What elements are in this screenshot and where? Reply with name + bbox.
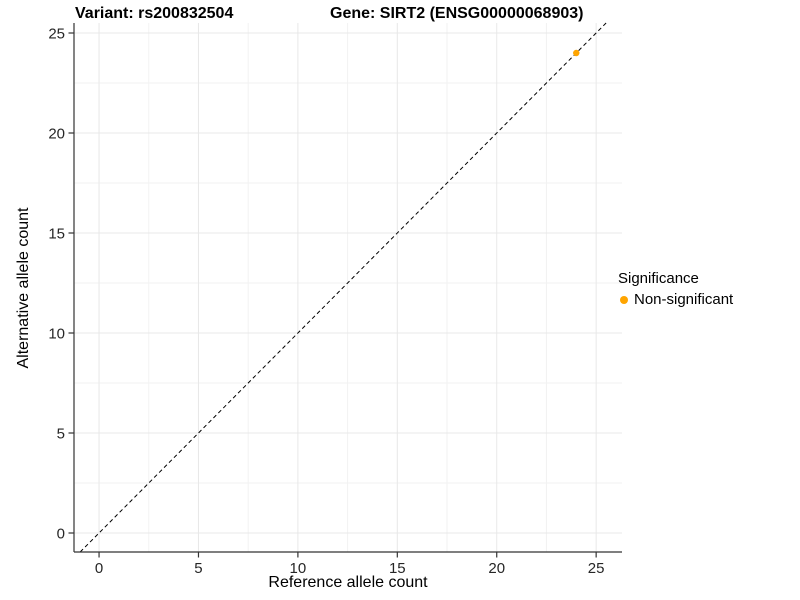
y-tick-label: 25 bbox=[48, 26, 65, 43]
x-axis-title: Reference allele count bbox=[268, 574, 428, 591]
legend-point-icon bbox=[620, 295, 628, 304]
x-tick-label: 25 bbox=[588, 560, 605, 577]
y-tick-label: 5 bbox=[57, 426, 65, 443]
identity-dashed-line bbox=[79, 22, 607, 553]
x-tick-label: 15 bbox=[389, 560, 406, 577]
x-tick-label: 0 bbox=[95, 560, 103, 577]
legend: Significance Non-significant bbox=[618, 269, 733, 309]
y-tick-label: 0 bbox=[57, 526, 65, 543]
legend-title: Significance bbox=[618, 270, 699, 287]
x-tick-label: 5 bbox=[194, 560, 202, 577]
legend-item-non-significant: Non-significant bbox=[618, 290, 733, 309]
plot-title-variant: Variant: rs200832504 bbox=[75, 5, 234, 22]
y-tick-label: 15 bbox=[48, 226, 65, 243]
plot-title-gene: Gene: SIRT2 (ENSG00000068903) bbox=[330, 5, 584, 22]
data-point bbox=[573, 49, 580, 57]
legend-item-label: Non-significant bbox=[634, 291, 734, 308]
x-tick-label: 10 bbox=[290, 560, 307, 577]
y-axis-title: Alternative allele count bbox=[15, 207, 32, 369]
y-tick-label: 20 bbox=[48, 126, 65, 143]
x-tick-label: 20 bbox=[488, 560, 505, 577]
y-tick-label: 10 bbox=[48, 326, 65, 343]
